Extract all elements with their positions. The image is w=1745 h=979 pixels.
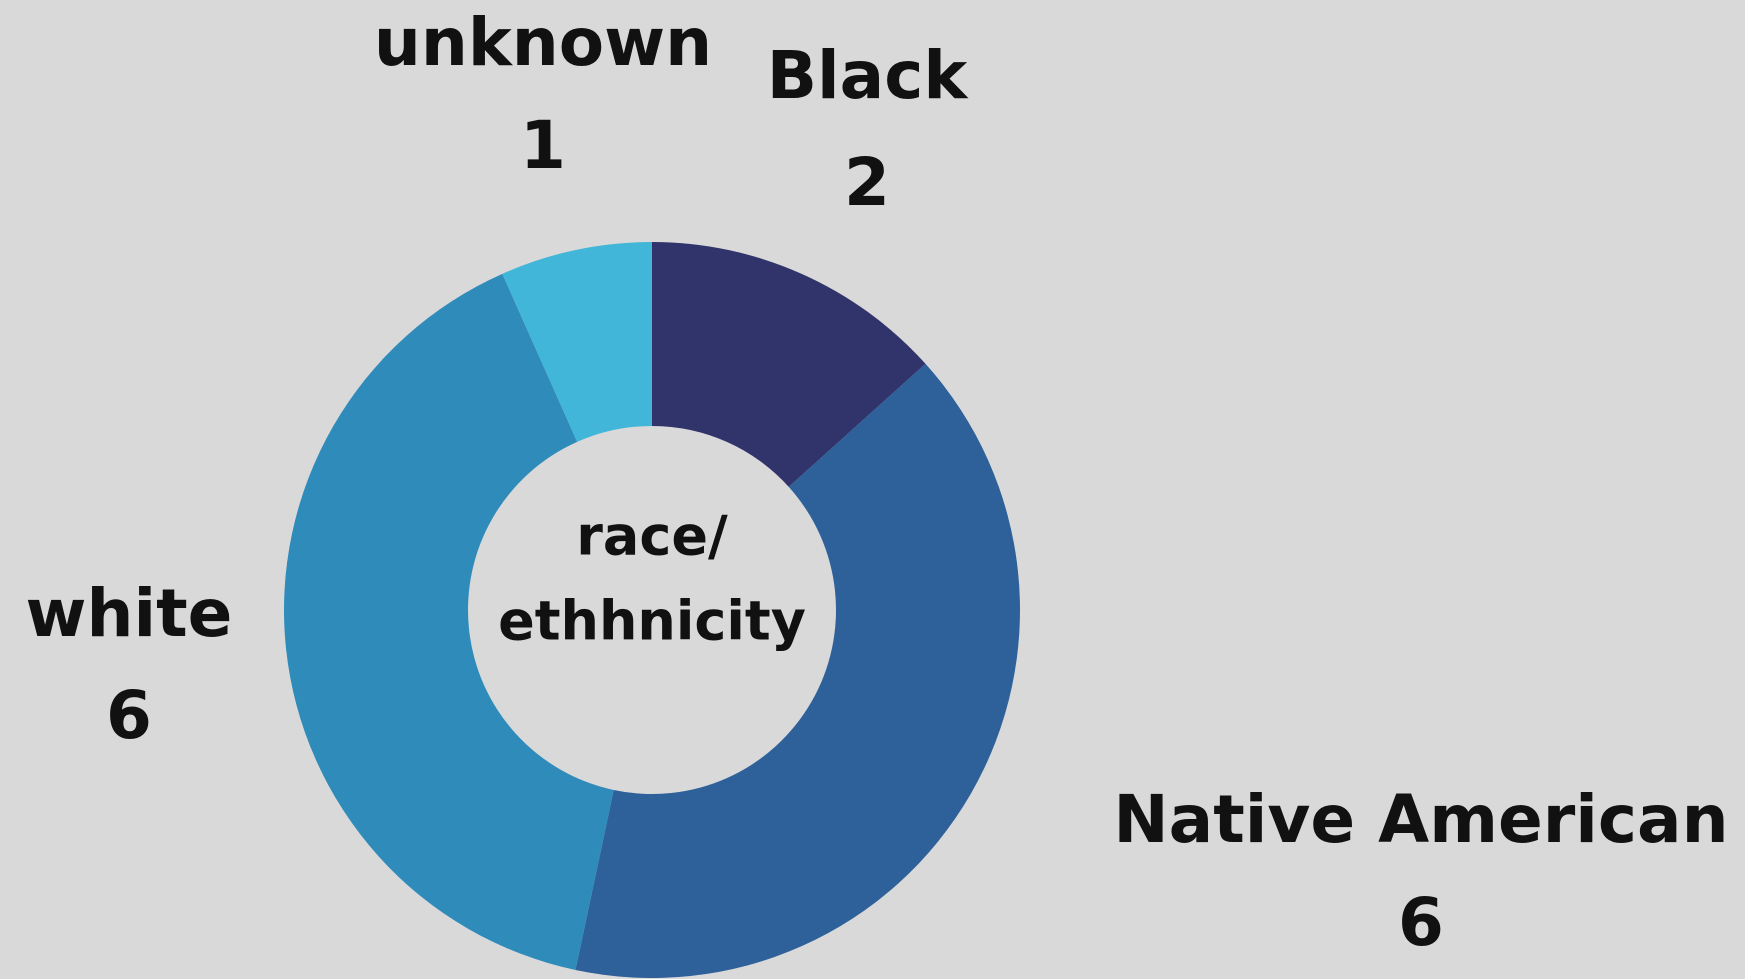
slice-label: white bbox=[26, 575, 233, 652]
center-label: race/ bbox=[576, 505, 728, 568]
slice-value: 6 bbox=[106, 677, 152, 754]
donut-slice bbox=[284, 273, 614, 970]
slice-label: unknown bbox=[374, 4, 712, 81]
slice-label: Black bbox=[767, 37, 970, 114]
center-label: ethhnicity bbox=[498, 590, 806, 653]
slice-label: Native American bbox=[1113, 781, 1728, 858]
donut-slice bbox=[652, 242, 926, 487]
donut-slice bbox=[502, 242, 652, 442]
slice-value: 1 bbox=[520, 107, 566, 184]
slice-value: 2 bbox=[844, 144, 890, 221]
donut-slice bbox=[575, 363, 1020, 978]
slice-value: 6 bbox=[1398, 884, 1444, 961]
